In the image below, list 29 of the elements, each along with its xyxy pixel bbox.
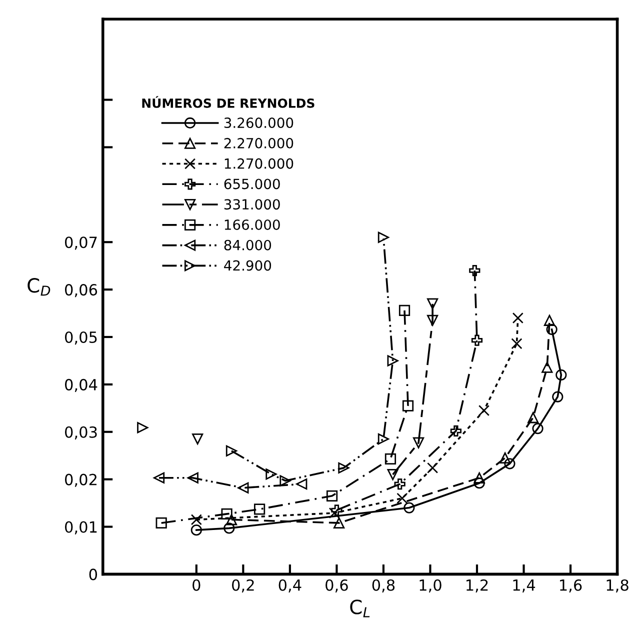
- x-tick-label: 0,2: [232, 579, 254, 592]
- x-tick-label: 1,0: [420, 579, 442, 592]
- x-tick-label: 0,8: [372, 579, 395, 592]
- y-tick-label: 0: [89, 568, 98, 580]
- legend-label: 84.000: [224, 240, 272, 250]
- x-tick-label: 0,4: [278, 579, 302, 592]
- x-tick-label: 1,4: [513, 580, 536, 592]
- y-axis-title: C$_{D}$: [28, 278, 50, 296]
- x-axis-title: C$_{L}$: [350, 600, 370, 618]
- y-tick-label: 0,02: [65, 474, 96, 487]
- y-tick-label: 0,06: [65, 284, 98, 298]
- x-tick-label: 1,6: [560, 579, 582, 592]
- legend-label: 42.900: [224, 260, 272, 271]
- y-tick-label: 0,04: [65, 378, 98, 392]
- legend-label: 331.000: [224, 199, 280, 210]
- y-tick-label: 0,05: [65, 331, 97, 345]
- legend-label: 166.000: [224, 219, 280, 230]
- legend-label: 655.000: [224, 178, 280, 190]
- x-tick-label: 1,2: [466, 579, 488, 592]
- legend-label: 1.270.000: [224, 158, 294, 169]
- legend-title: NÚMEROS DE REYNOLDS: [142, 96, 314, 108]
- y-tick-label: 0,03: [65, 426, 97, 440]
- legend-label: 2.270.000: [224, 138, 294, 148]
- y-tick-label: 0,07: [65, 236, 97, 250]
- x-tick-label: 0: [192, 579, 200, 591]
- x-tick-label: 0,6: [326, 579, 348, 592]
- legend-label: 3.260.000: [224, 118, 294, 128]
- x-tick-label: 1,8: [606, 579, 628, 592]
- y-tick-label: 0,01: [65, 521, 97, 534]
